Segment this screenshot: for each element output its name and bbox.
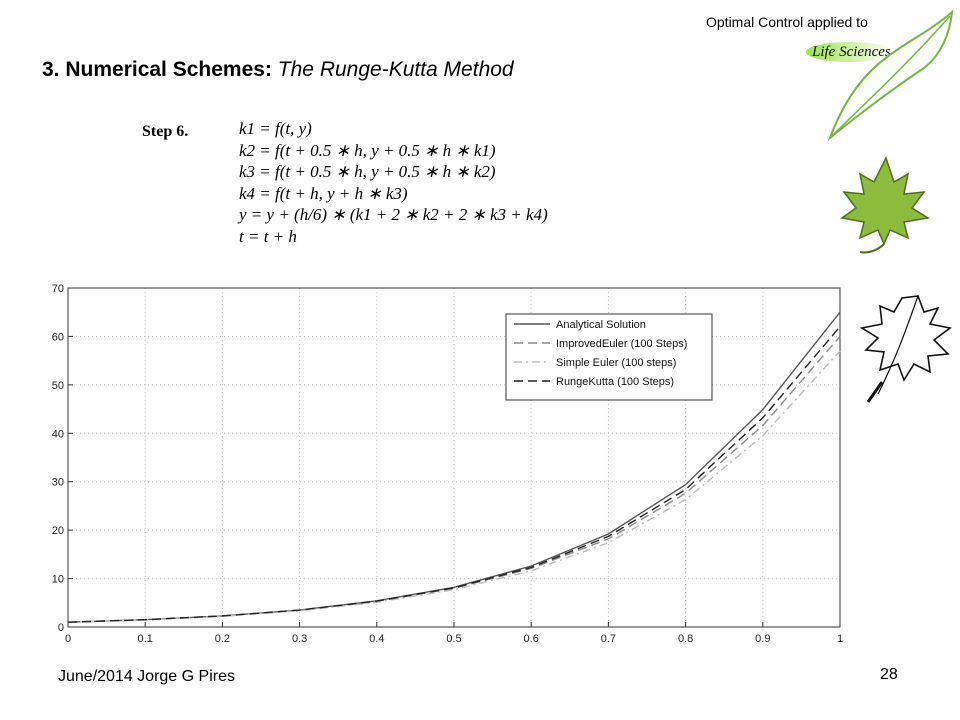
algorithm-line: t = t + h: [239, 226, 297, 246]
x-tick-label: 0.8: [678, 633, 693, 645]
legend-box: [505, 313, 713, 401]
maple-leaf-icon: [840, 156, 931, 254]
x-tick-label: 0: [65, 633, 71, 645]
slide-title-italic: The Runge-Kutta Method: [277, 58, 514, 81]
algorithm-line: y = y + (h/6) ∗ (k1 + 2 ∗ k2 + 2 ∗ k3 + …: [239, 205, 548, 224]
x-tick-label: 0.2: [215, 633, 230, 645]
algorithm-lines: k1 = f(t, y) k2 = f(t + 0.5 ∗ h, y + 0.5…: [239, 118, 659, 247]
x-tick-label: 0.9: [755, 633, 770, 645]
y-tick-label: 40: [52, 428, 64, 440]
y-tick-label: 30: [52, 477, 64, 489]
page-number: 28: [880, 666, 898, 683]
series-line: [67, 326, 841, 623]
x-tick-label: 0.5: [446, 633, 461, 645]
outline-leaf-icon: [859, 295, 952, 403]
footer-author-date: June/2014 Jorge G Pires: [58, 668, 235, 685]
x-tick-label: 0.6: [524, 633, 539, 645]
x-tick-label: 0.4: [369, 633, 384, 645]
y-tick-label: 0: [58, 622, 64, 634]
y-tick-label: 70: [52, 283, 64, 295]
algorithm-step-label: Step 6.: [142, 123, 189, 140]
y-tick-label: 20: [52, 525, 64, 537]
header-note: Optimal Control applied to: [706, 14, 868, 30]
algorithm-line: k2 = f(t + 0.5 ∗ h, y + 0.5 ∗ h ∗ k1): [239, 140, 496, 160]
svg-text:Life Sciences: Life Sciences: [811, 44, 891, 60]
x-tick-label: 0.7: [601, 633, 616, 645]
green-leaf-icon: [827, 9, 954, 142]
legend-label: Analytical Solution: [556, 319, 646, 331]
legend-label: Simple Euler (100 steps): [556, 357, 676, 369]
y-tick-label: 60: [52, 331, 64, 343]
legend-label: ImprovedEuler (100 Steps): [556, 338, 687, 350]
legend-label: RungeKutta (100 Steps): [556, 376, 674, 388]
life-sciences-logo: Life Sciences: [806, 42, 894, 62]
x-tick-label: 1: [837, 633, 843, 645]
y-tick-label: 10: [52, 574, 64, 586]
algorithm-line: k3 = f(t + 0.5 ∗ h, y + 0.5 ∗ h ∗ k2): [239, 162, 496, 181]
solution-chart: 0 0.1 0.2 0.3 0.4 0.5 0.6 0.7 0.8 0.9 101020304050…: [52, 283, 843, 645]
y-tick-label: 50: [52, 380, 64, 392]
algorithm-line: k1 = f(t, y): [239, 119, 312, 138]
algorithm-line: k4 = f(t + h, y + h ∗ k3): [239, 183, 408, 203]
slide-title: 3. Numerical Schemes: The Runge-Kutta Me…: [42, 58, 514, 82]
x-tick-label: 0.3: [292, 633, 307, 645]
leaf-decoration: [827, 9, 954, 403]
slide-title-bold: 3. Numerical Schemes:: [42, 58, 272, 81]
x-tick-label: 0.1: [138, 633, 153, 645]
